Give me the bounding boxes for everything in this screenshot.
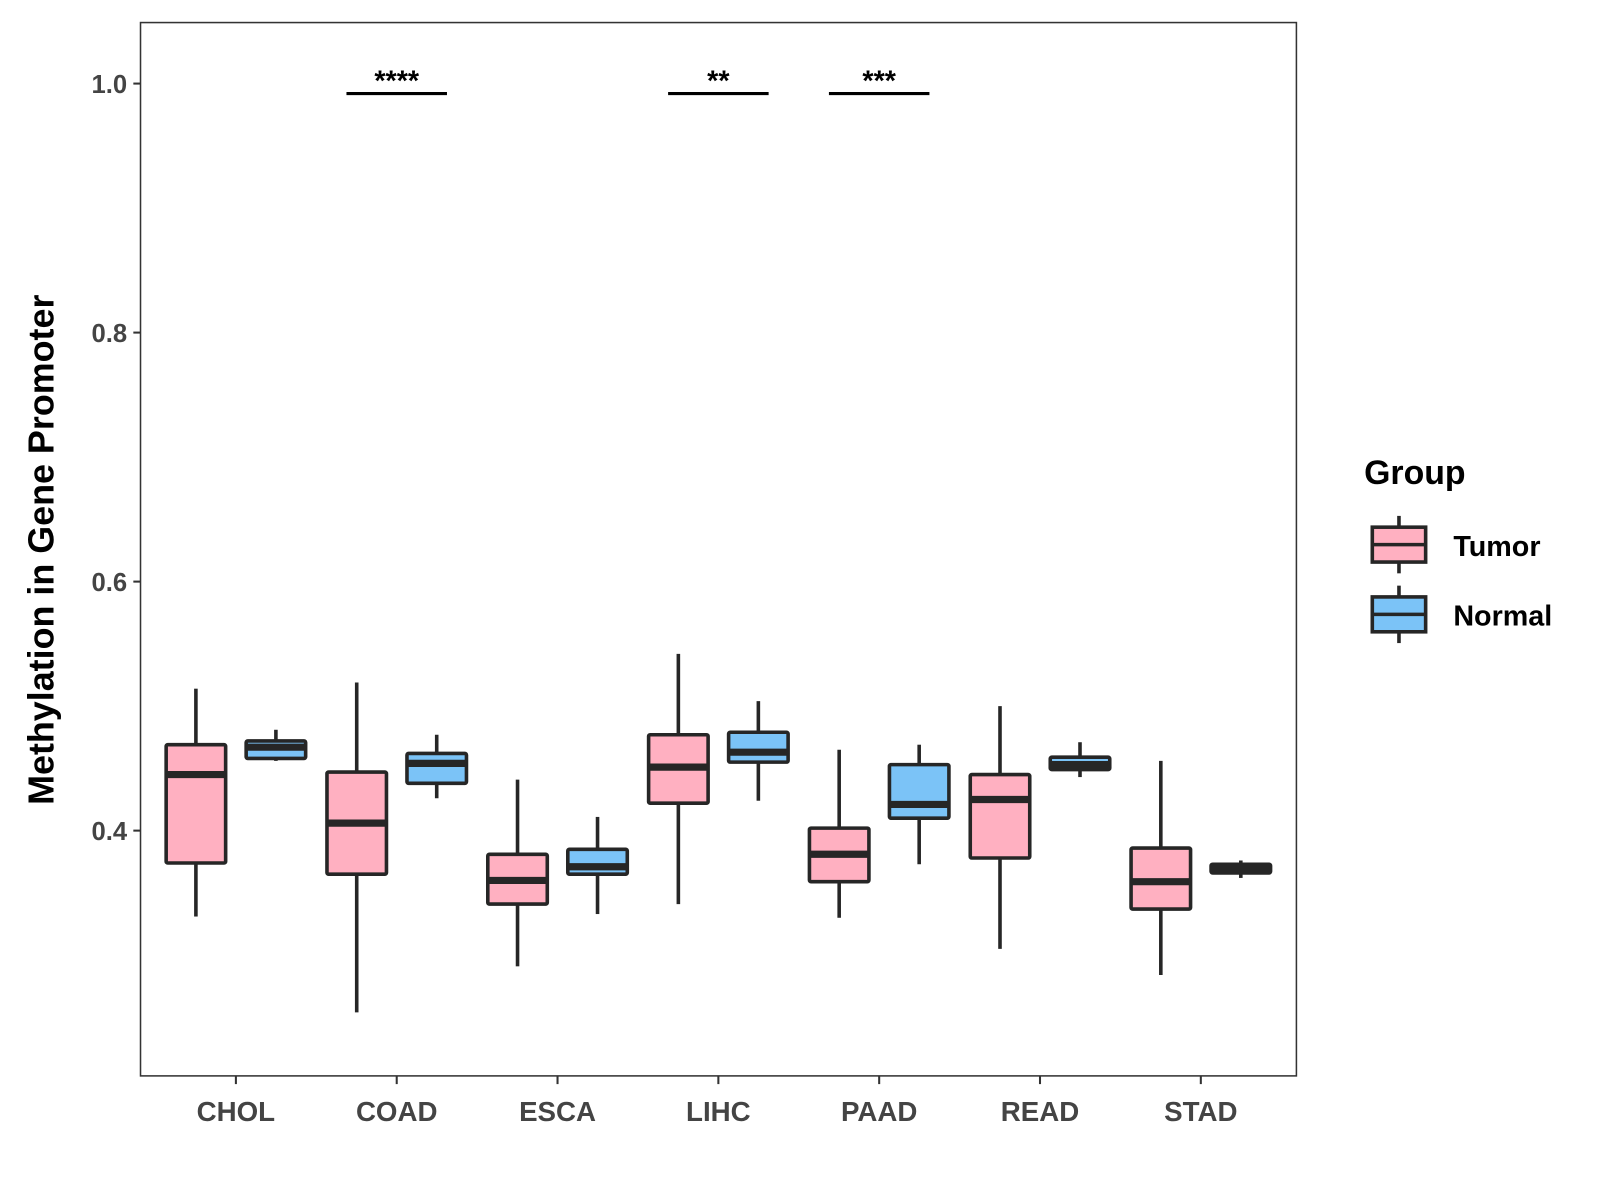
- box-tumor-read: [968, 706, 1032, 949]
- legend-item-tumor: Tumor: [1370, 515, 1541, 574]
- x-tick-label-lihc: LIHC: [686, 1096, 751, 1127]
- box-iqr: [565, 847, 630, 876]
- box-iqr: [164, 742, 228, 865]
- box-tumor-paad: [807, 749, 871, 918]
- x-tick-label-read: READ: [1001, 1096, 1079, 1127]
- box-tumor-lihc: [646, 653, 710, 905]
- y-tick-label: 1.0: [92, 71, 128, 99]
- box-normal-lihc: [726, 701, 790, 801]
- y-tick-label: 0.6: [92, 569, 128, 597]
- box-tumor-coad: [325, 682, 389, 1013]
- box-tumor-esca: [486, 779, 550, 967]
- significance-label: ***: [862, 65, 896, 97]
- legend-label: Tumor: [1453, 531, 1540, 563]
- box-normal-stad: [1209, 860, 1273, 878]
- box-normal-coad: [405, 734, 469, 799]
- x-tick-label-chol: CHOL: [197, 1096, 276, 1127]
- legend-item-normal: Normal: [1370, 585, 1552, 644]
- box-normal-paad: [887, 744, 951, 865]
- x-tick-label-coad: COAD: [356, 1096, 438, 1127]
- y-axis-label: Methylation in Gene Promoter: [21, 295, 61, 805]
- legend-label: Normal: [1453, 601, 1552, 633]
- significance-label: **: [707, 65, 730, 97]
- box-normal-read: [1048, 742, 1112, 778]
- box-iqr: [887, 762, 951, 820]
- box-iqr: [405, 751, 469, 786]
- significance-label: ****: [374, 65, 420, 97]
- y-tick-label: 0.4: [92, 818, 128, 846]
- x-tick-label-paad: PAAD: [841, 1096, 917, 1127]
- plot-panel: [139, 21, 1298, 1077]
- legend-title: Group: [1364, 454, 1465, 492]
- x-tick-label-esca: ESCA: [519, 1096, 596, 1127]
- box-tumor-stad: [1129, 760, 1193, 976]
- box-iqr: [968, 772, 1032, 860]
- box-normal-esca: [565, 816, 630, 915]
- box-iqr: [726, 730, 790, 764]
- x-tick-label-stad: STAD: [1164, 1096, 1237, 1127]
- box-normal-chol: [244, 729, 308, 761]
- box-tumor-chol: [164, 688, 228, 917]
- y-tick-label: 0.8: [92, 320, 128, 348]
